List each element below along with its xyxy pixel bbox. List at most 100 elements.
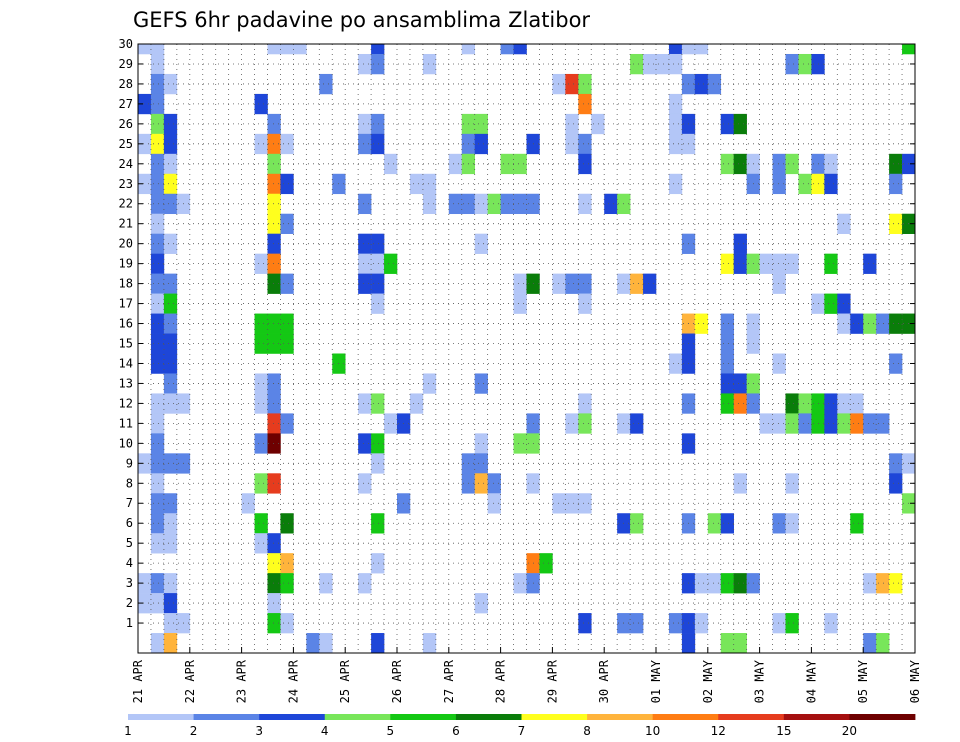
heatmap-cell: [371, 453, 385, 474]
heatmap-cell: [565, 273, 579, 294]
heatmap-cell: [409, 173, 424, 195]
y-tick-label: 24: [119, 157, 133, 171]
heatmap-cell: [565, 73, 579, 95]
heatmap-cell: [254, 333, 268, 354]
y-tick-label: 22: [119, 197, 133, 211]
heatmap-cell: [358, 53, 372, 75]
heatmap-cell: [163, 633, 178, 654]
colorbar-label: 1: [124, 724, 132, 738]
heatmap-cell: [513, 433, 527, 454]
heatmap-cell: [474, 113, 488, 135]
colorbar-label: 3: [255, 724, 263, 738]
heatmap-cell: [371, 44, 385, 55]
heatmap-cell: [565, 413, 579, 434]
heatmap-cell: [409, 393, 424, 414]
heatmap-cell: [694, 613, 709, 634]
y-tick-label: 20: [119, 237, 133, 251]
heatmap-cell: [863, 313, 877, 334]
colorbar-label: 20: [842, 724, 857, 738]
colorbar-swatch: [587, 714, 654, 720]
heatmap-cell: [267, 173, 281, 195]
heatmap-cell: [254, 313, 268, 334]
heatmap-cell: [150, 133, 165, 155]
heatmap-cell: [358, 133, 372, 155]
heatmap-cell: [668, 613, 683, 634]
x-tick-label: 22 APR: [183, 659, 197, 703]
heatmap-cell: [513, 44, 527, 55]
heatmap-cell: [889, 573, 903, 594]
colorbar-swatch: [521, 714, 588, 720]
heatmap-cell: [487, 473, 501, 494]
colorbar-label: 5: [387, 724, 395, 738]
heatmap-cell: [267, 233, 281, 254]
heatmap-cell: [267, 593, 281, 614]
heatmap-cell: [785, 393, 799, 414]
plot-frame: [137, 43, 916, 654]
heatmap-cell: [150, 44, 165, 55]
heatmap-cell: [889, 153, 903, 175]
heatmap-cell: [668, 353, 683, 374]
x-tick-label: 25 APR: [338, 659, 352, 703]
x-tick-label: 27 APR: [442, 659, 456, 703]
heatmap-cell: [720, 573, 734, 594]
heatmap-cell: [889, 173, 903, 195]
heatmap-cell: [150, 593, 165, 614]
heatmap-cell: [163, 233, 178, 254]
heatmap-cell: [267, 553, 281, 574]
heatmap-cell: [150, 173, 165, 195]
heatmap-cell: [267, 273, 281, 294]
heatmap-cell: [371, 233, 385, 254]
heatmap-cell: [772, 613, 786, 634]
heatmap-cell: [358, 433, 372, 454]
heatmap-cell: [863, 253, 877, 274]
heatmap-cell: [358, 233, 372, 254]
colorbar-label: 12: [711, 724, 726, 738]
heatmap-cell: [371, 253, 385, 274]
heatmap-cell: [591, 113, 605, 135]
heatmap-cell: [798, 413, 812, 434]
heatmap-cell: [254, 93, 268, 115]
heatmap-cell: [630, 613, 644, 634]
heatmap-cell: [293, 44, 307, 55]
heatmap-cell: [681, 44, 696, 55]
heatmap-cell: [694, 573, 709, 594]
heatmap-cell: [358, 573, 372, 594]
heatmap-cell: [254, 433, 268, 454]
colorbar-label: 8: [583, 724, 591, 738]
heatmap-cell: [150, 393, 165, 414]
heatmap-cell: [150, 113, 165, 135]
heatmap-cell: [150, 193, 165, 215]
colorbar-swatch: [849, 714, 916, 720]
heatmap-cell: [267, 613, 281, 634]
heatmap-cell: [785, 153, 799, 175]
colorbar-swatch: [259, 714, 326, 720]
y-tick-label: 25: [119, 137, 133, 151]
heatmap-cell: [720, 313, 734, 334]
colorbar-swatch: [193, 714, 260, 720]
heatmap-cell: [384, 253, 398, 274]
heatmap-cell: [163, 293, 178, 314]
heatmap-cell: [824, 173, 838, 195]
y-tick-label: 28: [119, 77, 133, 91]
heatmap-cell: [150, 273, 165, 294]
heatmap-cell: [280, 133, 294, 155]
heatmap-cell: [578, 293, 592, 314]
heatmap-cell: [565, 493, 579, 514]
heatmap-cell: [150, 333, 165, 354]
heatmap-cell: [267, 193, 281, 215]
heatmap-cell: [150, 433, 165, 454]
heatmap-cell: [487, 493, 501, 514]
heatmap-cell: [772, 513, 786, 534]
heatmap-cell: [668, 133, 683, 155]
heatmap-cell: [163, 533, 178, 554]
colorbar-label: 15: [776, 724, 791, 738]
heatmap-cell: [163, 613, 178, 634]
x-tick-label: 28 APR: [494, 659, 508, 703]
heatmap-cell: [267, 533, 281, 554]
y-tick-label: 2: [126, 596, 133, 610]
heatmap-cell: [656, 53, 670, 75]
heatmap-cell: [876, 413, 890, 434]
heatmap-cell: [371, 133, 385, 155]
heatmap-cell: [720, 333, 734, 354]
heatmap-cell: [798, 393, 812, 414]
